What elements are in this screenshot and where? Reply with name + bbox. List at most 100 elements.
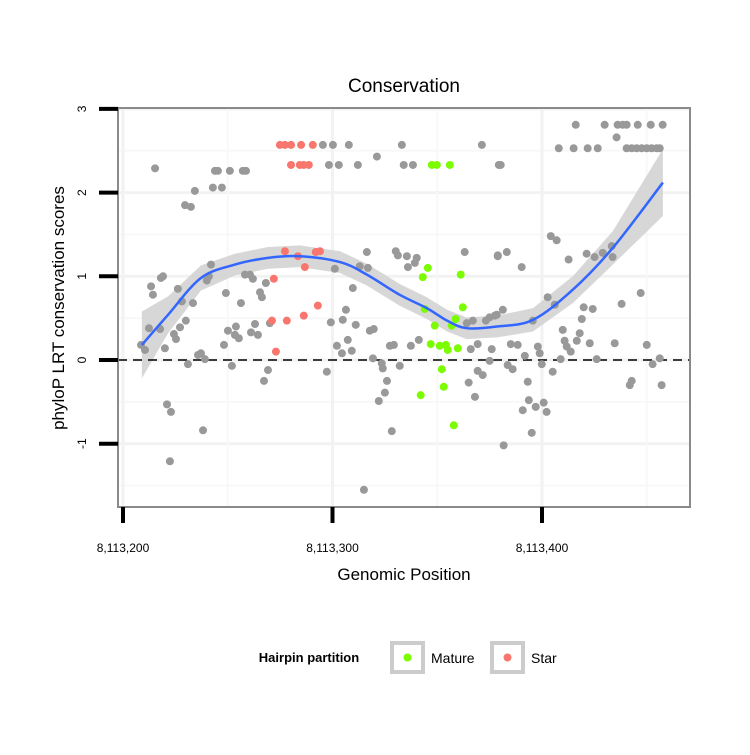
data-point-star [315, 247, 324, 256]
data-point-star [299, 311, 308, 320]
data-point-other [506, 340, 515, 349]
data-point-other [363, 263, 372, 272]
data-point-star [282, 316, 291, 325]
data-point-other [225, 166, 234, 175]
data-point-other [523, 377, 532, 386]
x-axis-label: Genomic Position [337, 565, 470, 584]
data-point-other [334, 160, 343, 169]
data-point-star [280, 140, 289, 149]
data-point-other [554, 144, 563, 153]
data-point-other [598, 248, 607, 257]
data-point-other [166, 407, 175, 416]
legend-label-mature: Mature [431, 650, 475, 666]
data-point-other [610, 339, 619, 348]
data-point-star [300, 263, 309, 272]
data-point-other [473, 340, 482, 349]
data-point-other [208, 183, 217, 192]
data-point-other [387, 427, 396, 436]
y-tick-label: -1 [75, 438, 89, 449]
smooth-line-group [140, 181, 664, 346]
data-point-other [248, 274, 257, 283]
legend-item-star[interactable]: Star [490, 641, 557, 674]
data-point-star [308, 140, 317, 149]
data-point-other [462, 319, 471, 328]
data-point-other [493, 251, 502, 260]
data-point-other [496, 160, 505, 169]
data-point-other [151, 164, 160, 173]
data-point-other [322, 367, 331, 376]
data-point-other [353, 160, 362, 169]
data-point-other [414, 335, 423, 344]
data-point-mature [435, 341, 444, 350]
data-point-other [499, 441, 508, 450]
data-point-other [162, 400, 171, 409]
data-point-other [585, 339, 594, 348]
data-point-other [600, 120, 609, 129]
data-point-mature [456, 270, 465, 279]
data-point-other [517, 263, 526, 272]
data-point-other [259, 376, 268, 385]
data-point-other [359, 485, 368, 494]
data-point-other [543, 293, 552, 302]
data-point-other [636, 289, 645, 298]
data-point-other [508, 365, 517, 374]
data-point-other [328, 140, 337, 149]
data-point-other [227, 361, 236, 370]
x-tick-label: 8,113,400 [516, 541, 569, 555]
y-tick-label: 2 [75, 189, 89, 196]
data-point-other [485, 356, 494, 365]
data-point-other [332, 341, 341, 350]
data-point-other [326, 318, 335, 327]
data-point-other [539, 398, 548, 407]
data-point-other [213, 166, 222, 175]
data-point-other [502, 248, 511, 257]
legend-dot-mature [403, 653, 412, 662]
data-point-other [622, 120, 631, 129]
data-point-other [318, 140, 327, 149]
data-point-other [648, 360, 657, 369]
data-point-other [464, 378, 473, 387]
data-point-other [351, 320, 360, 329]
data-point-other [490, 311, 499, 320]
data-point-other [572, 336, 581, 345]
data-point-other [642, 340, 651, 349]
data-point-other [217, 183, 226, 192]
data-point-other [520, 351, 529, 360]
data-point-other [263, 366, 272, 375]
data-point-mature [449, 421, 458, 430]
data-point-other [537, 360, 546, 369]
data-point-other [183, 360, 192, 369]
data-point-other [408, 160, 417, 169]
data-point-other [468, 316, 477, 325]
data-point-star [280, 247, 289, 256]
data-point-other [393, 251, 402, 260]
data-point-other [583, 144, 592, 153]
data-point-other [382, 376, 391, 385]
data-point-other [478, 371, 487, 380]
data-point-other [368, 354, 377, 363]
data-point-other [257, 293, 266, 302]
data-point-other [337, 349, 346, 358]
data-point-mature [430, 321, 439, 330]
data-point-other [369, 325, 378, 334]
data-point-star [297, 140, 306, 149]
data-point-other [399, 160, 408, 169]
data-point-mature [437, 365, 446, 374]
data-point-mature [453, 344, 462, 353]
data-point-other [261, 278, 270, 287]
data-point-other [588, 304, 597, 313]
data-point-other [221, 289, 230, 298]
legend-item-mature[interactable]: Mature [390, 641, 475, 674]
data-point-other [234, 334, 243, 343]
data-point-other [608, 253, 617, 262]
data-point-other [173, 284, 182, 293]
data-point-other [253, 330, 262, 339]
data-point-other [402, 252, 411, 261]
points [137, 120, 667, 494]
data-point-other [569, 144, 578, 153]
data-point-star [313, 301, 322, 310]
data-point-other [231, 322, 240, 331]
data-point-star [299, 160, 308, 169]
